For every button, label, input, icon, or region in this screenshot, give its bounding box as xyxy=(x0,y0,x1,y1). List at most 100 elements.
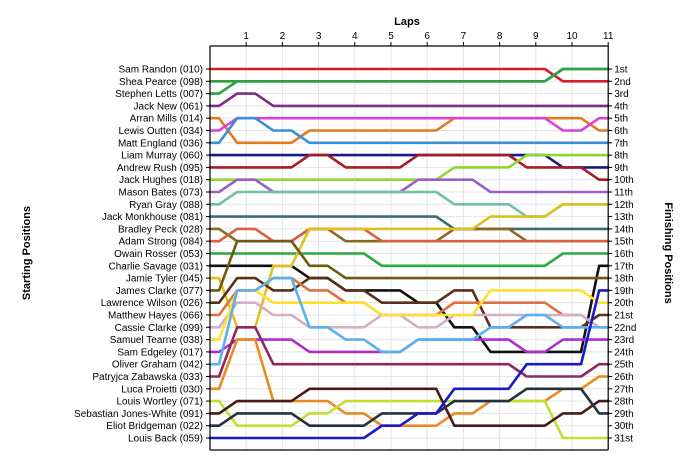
series-line xyxy=(208,387,610,427)
start-position-label: Louis Wortley (071) xyxy=(116,397,203,408)
finish-position-label: 1st xyxy=(614,65,628,76)
finish-position-label: 16th xyxy=(614,249,633,260)
finish-position-label: 11th xyxy=(614,188,633,199)
series-line xyxy=(208,227,610,243)
series-line xyxy=(208,289,610,440)
start-position-label: Mason Bates (073) xyxy=(119,188,204,199)
start-position-label: Cassie Clarke (099) xyxy=(115,323,203,334)
labels-layer: 1 2 3 4 5 6 7 8 9 10 11 Sam Randon (010)Shea Pearce… xyxy=(74,31,636,445)
series-line xyxy=(208,252,610,268)
finish-position-label: 13th xyxy=(614,212,633,223)
series-layer xyxy=(208,67,610,440)
finish-position-label: 21st xyxy=(614,311,633,322)
finish-position-label: 9th xyxy=(614,163,628,174)
start-position-label: Adam Strong (084) xyxy=(119,237,204,248)
finish-position-label: 19th xyxy=(614,286,633,297)
start-position-label: Lawrence Wilson (026) xyxy=(101,298,203,309)
start-position-label: Jack Monkhouse (081) xyxy=(102,212,203,223)
start-position-label: Luca Proietti (030) xyxy=(121,384,203,395)
y-axis-left-title: Starting Positions xyxy=(21,206,33,300)
start-position-label: Oliver Graham (042) xyxy=(112,360,203,371)
series-line xyxy=(208,387,610,427)
start-position-label: Jack Hughes (018) xyxy=(119,175,203,186)
series-line xyxy=(208,153,610,181)
start-position-label: Bradley Peck (028) xyxy=(118,224,203,235)
start-position-label: Charlie Savage (031) xyxy=(109,261,204,272)
finish-position-label: 2nd xyxy=(614,77,631,88)
series-line xyxy=(208,67,610,95)
x-tick-label: 8 xyxy=(497,31,503,42)
x-axis-title: Laps xyxy=(394,16,420,28)
start-position-label: Arran Mills (014) xyxy=(130,114,203,125)
start-position-label: Owain Rosser (053) xyxy=(114,249,203,260)
finish-position-label: 26th xyxy=(614,372,633,383)
x-tick-label: 10 xyxy=(566,31,578,42)
series-line xyxy=(208,116,610,145)
finish-position-label: 23rd xyxy=(614,335,634,346)
finish-position-label: 18th xyxy=(614,274,633,285)
start-position-label: Eliot Bridgeman (022) xyxy=(106,421,203,432)
x-tick-label: 11 xyxy=(603,31,614,42)
start-position-label: Andrew Rush (095) xyxy=(117,163,203,174)
finish-position-label: 12th xyxy=(614,200,633,211)
start-position-label: Shea Pearce (098) xyxy=(119,77,203,88)
axes-layer xyxy=(209,45,609,451)
x-tick-label: 7 xyxy=(461,31,467,42)
finish-position-label: 29th xyxy=(614,409,633,420)
series-line xyxy=(208,92,610,108)
start-position-label: Liam Murray (060) xyxy=(121,151,203,162)
series-line xyxy=(208,203,610,329)
finish-position-label: 17th xyxy=(614,261,633,272)
finish-position-label: 20th xyxy=(614,298,633,309)
series-line xyxy=(208,326,610,378)
start-position-label: Matt England (036) xyxy=(118,138,203,149)
series-line xyxy=(208,215,610,231)
start-position-label: Samuel Tearne (038) xyxy=(110,335,203,346)
y-axis-right-title: Finishing Positions xyxy=(662,202,674,303)
x-tick-label: 4 xyxy=(352,31,358,42)
series-line xyxy=(208,289,610,341)
x-tick-label: 3 xyxy=(316,31,322,42)
finish-position-label: 25th xyxy=(614,360,633,371)
start-position-label: Stephen Letts (007) xyxy=(115,89,203,100)
finish-position-label: 14th xyxy=(614,224,633,235)
x-tick-label: 2 xyxy=(280,31,286,42)
finish-position-label: 30th xyxy=(614,421,633,432)
start-position-label: Jack New (061) xyxy=(134,101,203,112)
series-line xyxy=(208,116,610,132)
x-tick-label: 9 xyxy=(533,31,539,42)
start-position-label: Sam Randon (010) xyxy=(119,65,204,76)
start-position-label: Jamie Tyler (045) xyxy=(126,274,203,285)
start-position-label: Matthew Hayes (066) xyxy=(108,311,203,322)
start-position-label: Patryjca Zabawska (033) xyxy=(92,372,203,383)
series-line xyxy=(208,276,610,329)
finish-position-label: 22nd xyxy=(614,323,636,334)
finish-position-label: 15th xyxy=(614,237,633,248)
finish-position-label: 7th xyxy=(614,138,628,149)
finish-position-label: 10th xyxy=(614,175,633,186)
x-tick-label: 5 xyxy=(388,31,394,42)
start-position-label: Ryan Gray (088) xyxy=(129,200,203,211)
finish-position-label: 27th xyxy=(614,384,633,395)
finish-position-label: 4th xyxy=(614,101,628,112)
series-line xyxy=(208,67,610,83)
series-line xyxy=(208,178,610,194)
finish-position-label: 31st xyxy=(614,434,633,445)
series-line xyxy=(208,239,610,292)
finish-position-label: 28th xyxy=(614,397,633,408)
series-line xyxy=(208,153,610,181)
x-tick-label: 1 xyxy=(243,31,249,42)
series-line xyxy=(208,399,610,440)
finish-position-label: 6th xyxy=(614,126,628,137)
start-position-label: James Clarke (077) xyxy=(116,286,203,297)
series-line xyxy=(208,276,610,366)
start-position-label: Sam Edgeley (017) xyxy=(117,347,203,358)
start-position-label: Louis Back (059) xyxy=(128,434,203,445)
x-tick-label: 6 xyxy=(424,31,430,42)
finish-position-label: 24th xyxy=(614,347,633,358)
start-position-label: Lewis Outten (034) xyxy=(119,126,204,137)
finish-position-label: 3rd xyxy=(614,89,628,100)
start-position-label: Sebastian Jones-White (091) xyxy=(74,409,203,420)
finish-position-label: 5th xyxy=(614,114,628,125)
